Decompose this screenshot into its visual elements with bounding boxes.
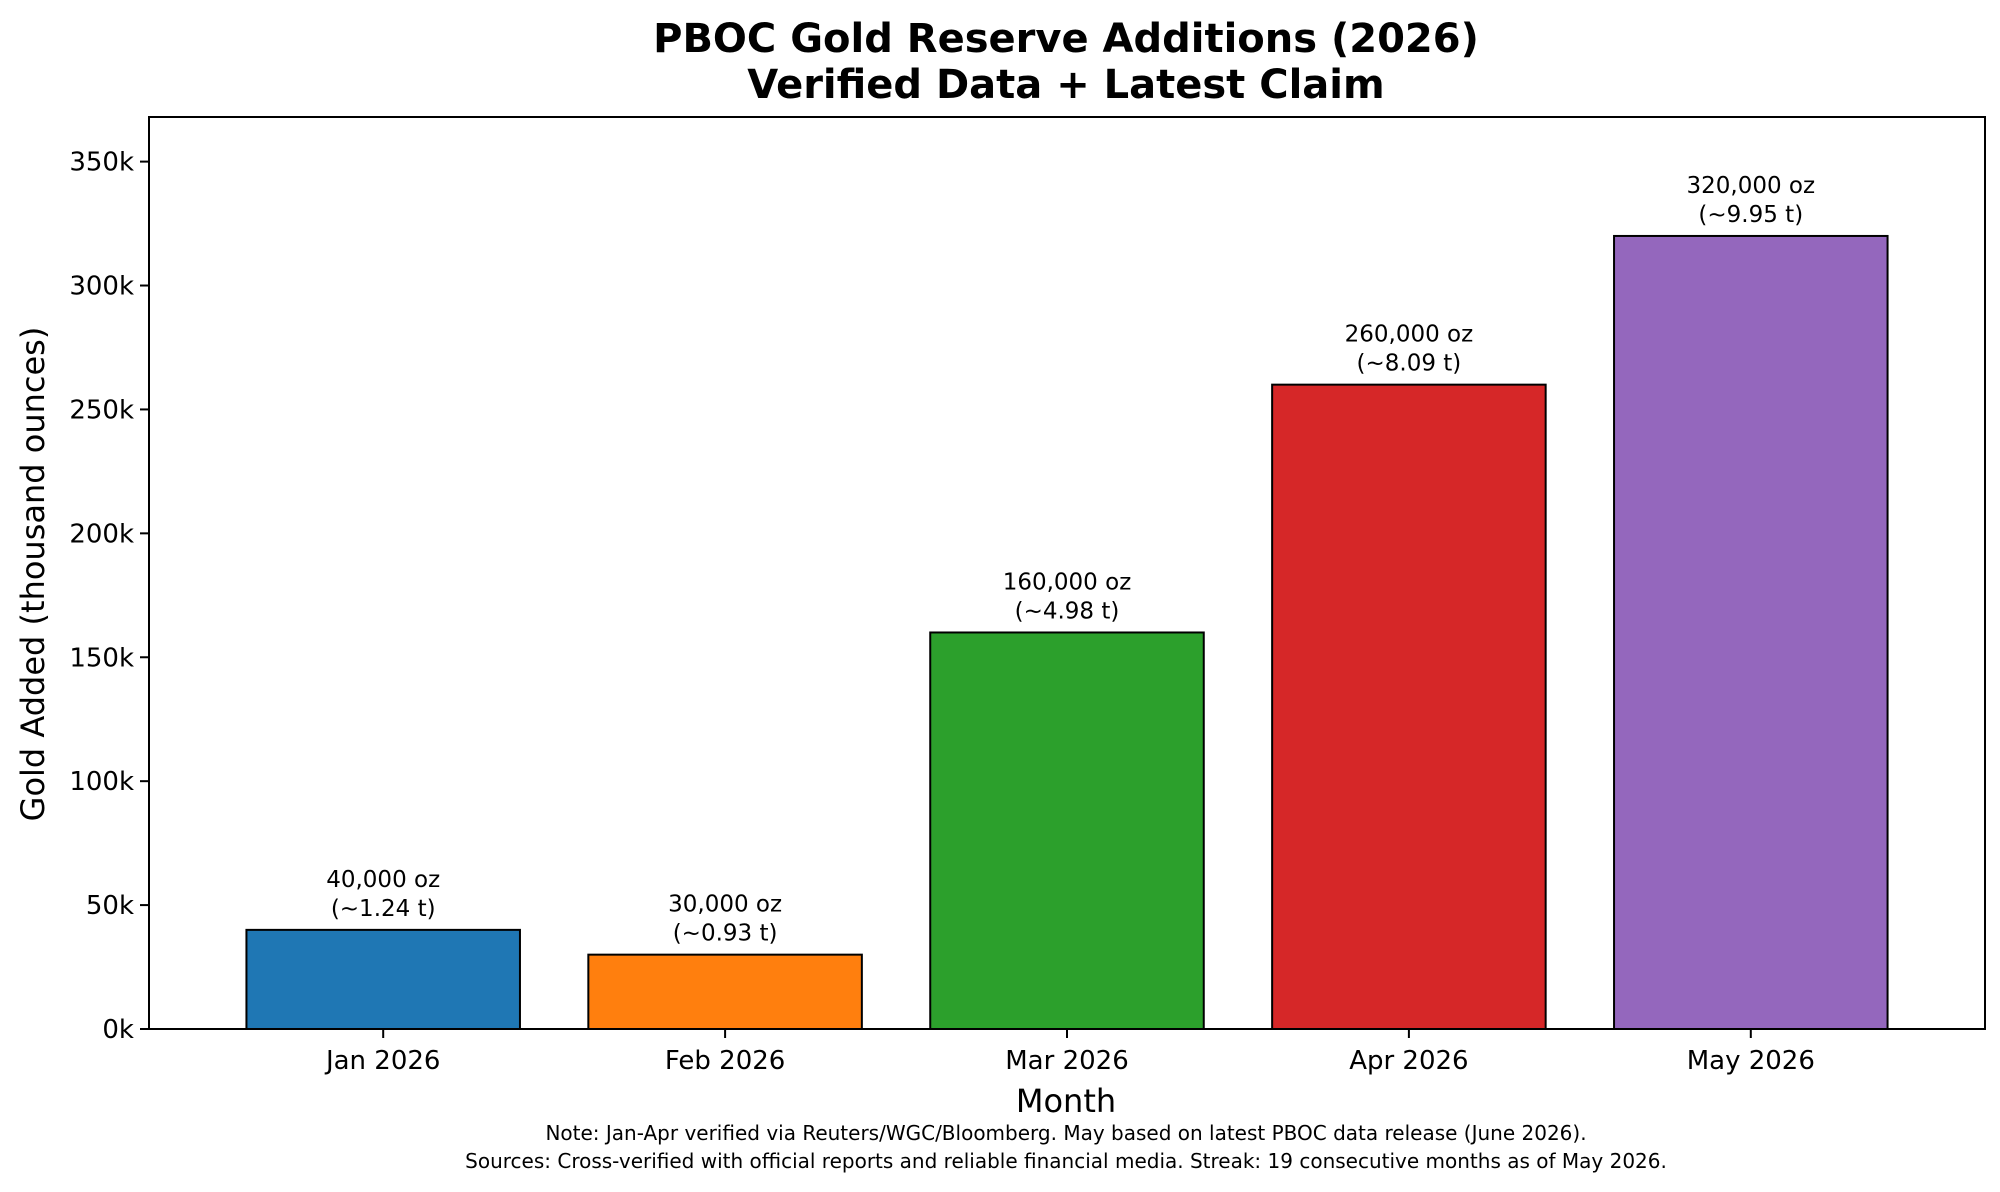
y-tick-label: 350k	[69, 148, 134, 178]
chart-title-line-1: PBOC Gold Reserve Additions (2026)	[653, 16, 1479, 62]
bar-tonnage-label: (~0.93 t)	[673, 921, 778, 947]
bar-tonnage-label: (~1.24 t)	[331, 896, 436, 922]
chart-title-line-2: Verified Data + Latest Claim	[747, 62, 1384, 108]
bar-tonnage-label: (~9.95 t)	[1698, 202, 1803, 228]
x-axis-label: Month	[1016, 1082, 1116, 1120]
bar-value-label: 30,000 oz	[668, 892, 782, 918]
plot-area-frame	[148, 116, 1986, 1030]
y-axis-label: Gold Added (thousand ounces)	[14, 327, 52, 822]
chart-sources: Sources: Cross-verified with official re…	[465, 1149, 1667, 1173]
bar-value-labels: 40,000 oz (~1.24 t) 30,000 oz (~0.93 t) 160,…	[326, 173, 1815, 947]
x-axis-ticks: Jan 2026 Feb 2026 Mar 2026 Apr 2026 May 2026	[324, 1029, 1815, 1076]
bar-value-label: 160,000 oz	[1003, 569, 1132, 595]
bar-jan-2026	[245, 928, 521, 1030]
bar-may-2026	[1613, 234, 1889, 1030]
bars	[245, 234, 1889, 1030]
bar-value-label: 320,000 oz	[1687, 173, 1816, 199]
y-axis-ticks: 0k 50k 100k 150k 200k 250k 300k 350k	[69, 148, 149, 1045]
x-tick-label: Feb 2026	[665, 1046, 785, 1076]
y-tick-label: 150k	[69, 643, 134, 673]
y-tick-label: 50k	[86, 891, 134, 921]
bar-value-label: 260,000 oz	[1345, 322, 1474, 348]
bar-feb-2026	[587, 953, 863, 1030]
chart-note: Note: Jan-Apr verified via Reuters/WGC/B…	[545, 1121, 1586, 1145]
x-tick-label: Mar 2026	[1005, 1046, 1129, 1076]
bar-mar-2026	[929, 631, 1205, 1030]
y-tick-label: 0k	[102, 1015, 134, 1045]
bar-tonnage-label: (~4.98 t)	[1015, 598, 1120, 624]
y-tick-label: 100k	[69, 767, 134, 797]
bar-apr-2026	[1271, 383, 1547, 1030]
bar-tonnage-label: (~8.09 t)	[1357, 351, 1462, 377]
x-tick-label: May 2026	[1687, 1046, 1815, 1076]
y-tick-label: 250k	[69, 395, 134, 425]
x-tick-label: Jan 2026	[324, 1046, 441, 1076]
y-tick-label: 300k	[69, 272, 134, 302]
y-tick-label: 200k	[69, 519, 134, 549]
x-tick-label: Apr 2026	[1349, 1046, 1468, 1076]
bar-value-label: 40,000 oz	[326, 867, 440, 893]
